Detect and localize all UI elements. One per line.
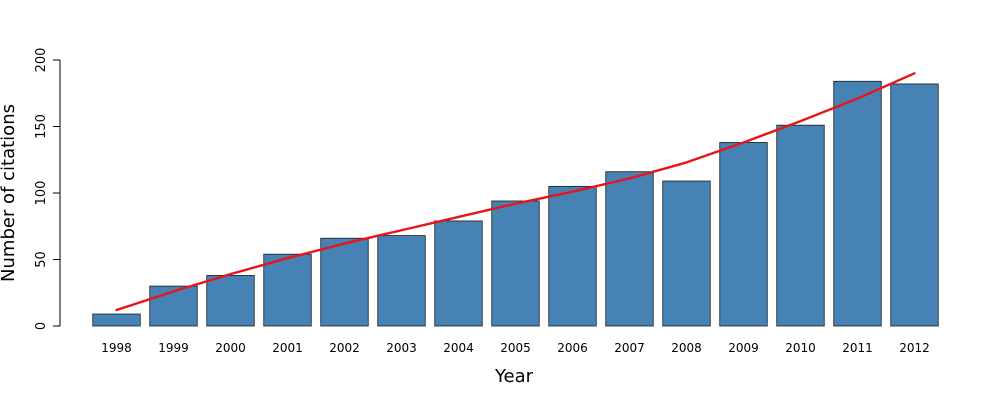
bar-2002 [320,237,369,327]
bar-2006 [548,185,597,327]
x-tick-label-2004: 2004 [443,341,474,355]
bar-2005 [491,200,540,327]
x-tick-labels: 1998 1999 2000 2001 2002 2003 2004 2005 2006 2007… [101,341,930,355]
x-tick-label-2005: 2005 [500,341,531,355]
y-tick-label-200: 200 [34,48,49,73]
x-axis-title: Year [494,366,534,387]
x-tick-label-2008: 2008 [671,341,702,355]
x-tick-label-2007: 2007 [614,341,645,355]
x-tick-label-2002: 2002 [329,341,360,355]
bar-2010 [776,124,825,327]
x-tick-label-2000: 2000 [215,341,246,355]
bar-2011 [833,80,882,327]
bar-2001 [263,253,312,327]
x-tick-label-2010: 2010 [785,341,816,355]
bar-1999 [149,285,198,327]
x-tick-label-1998: 1998 [101,341,132,355]
bar-2008 [662,180,711,327]
bar-2000 [206,275,255,327]
y-axis: 0 50 100 150 200 [34,48,61,330]
y-tick-label-150: 150 [34,114,49,139]
x-tick-label-2012: 2012 [899,341,930,355]
bar-2007 [605,171,654,327]
trend-line [115,72,916,312]
bar-1998 [92,313,141,327]
y-tick-label-100: 100 [34,181,49,206]
y-tick-label-50: 50 [34,251,49,268]
bar-2009 [719,142,768,327]
bars-group [92,80,939,327]
x-tick-label-2011: 2011 [842,341,873,355]
trend-group [115,72,916,312]
bar-2012 [890,83,939,327]
bar-2004 [434,220,483,327]
x-tick-label-2006: 2006 [557,341,588,355]
y-tick-label-0: 0 [34,322,49,330]
x-tick-label-2009: 2009 [728,341,759,355]
x-tick-label-2001: 2001 [272,341,303,355]
bar-2003 [377,235,426,327]
x-tick-label-1999: 1999 [158,341,189,355]
y-axis-title: Number of citations [0,104,19,282]
x-tick-label-2003: 2003 [386,341,417,355]
